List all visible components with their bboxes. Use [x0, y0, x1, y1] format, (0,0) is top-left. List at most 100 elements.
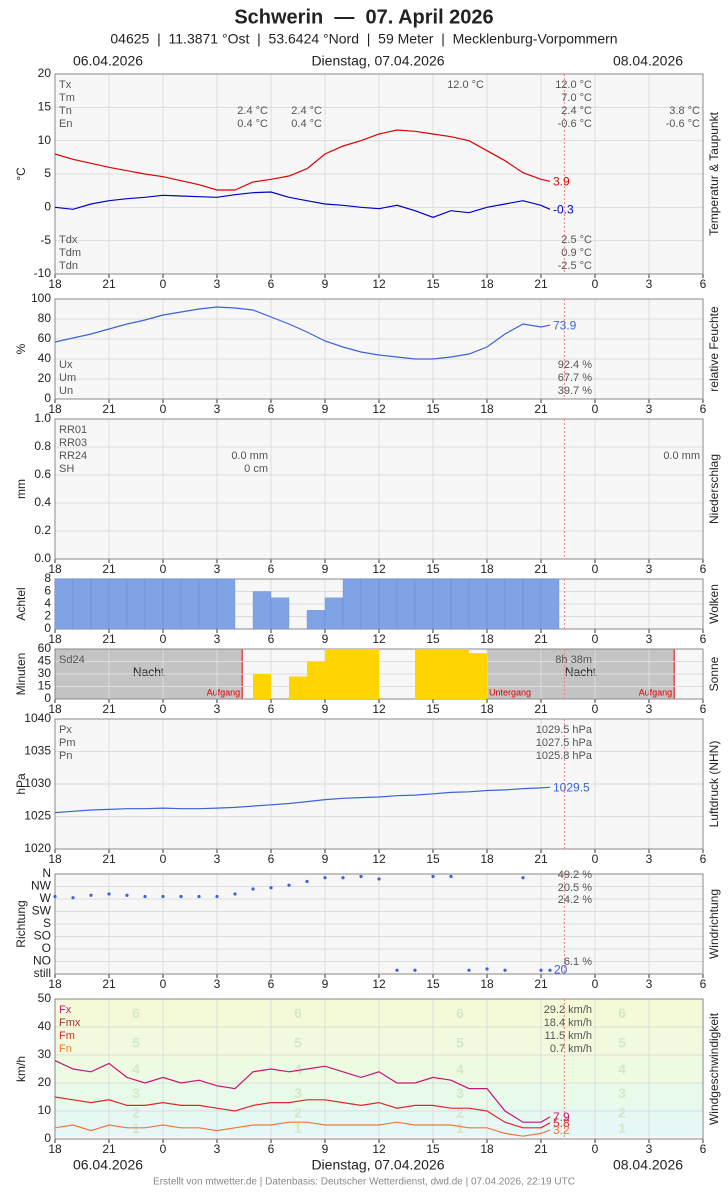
- info-value: 18.4 km/h: [544, 1017, 592, 1029]
- end-value-label: 7.9: [553, 1110, 570, 1124]
- x-tick-label: 9: [322, 562, 329, 576]
- x-tick-label: 18: [480, 632, 494, 646]
- info-label: Tx: [59, 79, 72, 91]
- x-tick-label: 0: [160, 562, 167, 576]
- bar: [306, 610, 326, 630]
- beaufort-label: 4: [456, 1061, 464, 1077]
- x-tick-label: 6: [268, 852, 275, 866]
- x-tick-label: 15: [426, 562, 440, 576]
- direction-dot: [269, 886, 273, 890]
- end-value-label: 3.9: [553, 175, 570, 189]
- beaufort-label: 6: [294, 1005, 302, 1021]
- x-tick-label: 18: [480, 277, 494, 291]
- beaufort-label: 2: [456, 1105, 464, 1121]
- bar: [451, 649, 469, 699]
- bar: [468, 578, 488, 630]
- bar: [433, 649, 451, 699]
- x-tick-label: 12: [372, 562, 386, 576]
- bar: [126, 578, 146, 630]
- info-value: 0.4 °C: [237, 118, 268, 130]
- x-tick-label: 0: [592, 852, 599, 866]
- direction-dot: [89, 893, 93, 897]
- x-tick-label: 0: [592, 702, 599, 716]
- x-tick-label: 3: [646, 402, 653, 416]
- direction-dot: [125, 893, 129, 897]
- beaufort-label: 1: [456, 1120, 464, 1136]
- x-tick-label: 12: [372, 977, 386, 991]
- x-tick-label: 0: [592, 277, 599, 291]
- plot-frame: [54, 718, 704, 850]
- bar: [324, 597, 344, 630]
- bar: [90, 578, 110, 630]
- y-tick-label: 5: [44, 166, 51, 180]
- beaufort-label: 3: [294, 1085, 302, 1101]
- x-tick-label: 0: [160, 702, 167, 716]
- side-label: Sonne: [707, 656, 721, 691]
- beaufort-label: 5: [132, 1035, 140, 1051]
- x-tick-label: 6: [268, 402, 275, 416]
- date-left: 06.04.2026: [73, 1157, 143, 1173]
- y-tick-label: 0.8: [34, 439, 51, 453]
- y-tick-label: 0.4: [34, 495, 51, 509]
- x-tick-label: 9: [322, 977, 329, 991]
- beaufort-label: 3: [618, 1085, 626, 1101]
- direction-dot: [485, 967, 489, 971]
- x-tick-label: 21: [534, 632, 548, 646]
- info-label: Tdm: [59, 247, 81, 259]
- bar: [378, 578, 398, 630]
- direction-dot: [323, 876, 327, 880]
- info-value: -2.5 °C: [558, 260, 592, 272]
- x-tick-label: 9: [322, 632, 329, 646]
- y-tick-label: 0.6: [34, 467, 51, 481]
- direction-dot: [548, 968, 552, 972]
- direction-dot: [521, 876, 525, 880]
- y-tick-label: 30: [38, 1047, 52, 1061]
- y-tick-label: 15: [38, 679, 52, 693]
- plot-frame: [54, 73, 704, 275]
- beaufort-label: 4: [132, 1061, 140, 1077]
- plot-frame: [54, 998, 704, 1140]
- x-tick-label: 15: [426, 702, 440, 716]
- side-label: Luftdruck (NHN): [707, 741, 721, 828]
- info-value: -0.6 °C: [558, 118, 592, 130]
- bar: [108, 578, 128, 630]
- info-value: 0.4 °C: [291, 118, 322, 130]
- bar: [54, 578, 74, 630]
- beaufort-label: 2: [618, 1105, 626, 1121]
- series-line: [54, 1096, 551, 1129]
- x-tick-label: 21: [534, 277, 548, 291]
- x-tick-label: 12: [372, 277, 386, 291]
- y-tick-label: -10: [34, 266, 52, 280]
- x-tick-label: 15: [426, 277, 440, 291]
- x-tick-label: 0: [160, 402, 167, 416]
- info-value: 92.4 %: [558, 359, 592, 371]
- info-label: Tn: [59, 105, 72, 117]
- x-tick-label: 21: [102, 632, 116, 646]
- x-tick-label: 9: [322, 852, 329, 866]
- x-tick-label: 6: [700, 977, 707, 991]
- info-value: 0.7 km/h: [550, 1043, 592, 1055]
- x-tick-label: 9: [322, 702, 329, 716]
- y-tick-label: 80: [38, 311, 52, 325]
- x-tick-label: 3: [214, 852, 221, 866]
- bar: [414, 578, 434, 630]
- direction-dot: [359, 874, 363, 879]
- y-tick-label: 1040: [24, 711, 51, 725]
- y-tick-label: 60: [38, 641, 52, 655]
- sun-event-label: Untergang: [489, 687, 531, 697]
- date-right: 08.04.2026: [613, 1157, 683, 1173]
- info-value: 8h 38m: [555, 654, 592, 666]
- x-tick-label: 18: [48, 852, 62, 866]
- x-tick-label: 9: [322, 277, 329, 291]
- y-tick-label: 40: [38, 351, 52, 365]
- x-tick-label: 3: [646, 702, 653, 716]
- x-tick-label: 21: [102, 852, 116, 866]
- y-tick-label: 1035: [24, 744, 51, 758]
- info-value: 1027.5 hPa: [536, 737, 593, 749]
- bar: [540, 578, 560, 630]
- bar: [396, 578, 416, 630]
- x-tick-label: 0: [160, 852, 167, 866]
- bar: [325, 649, 343, 699]
- subtitle: 04625 | 11.3871 °Ost | 53.6424 °Nord | 5…: [110, 31, 617, 47]
- direction-dot: [449, 874, 453, 879]
